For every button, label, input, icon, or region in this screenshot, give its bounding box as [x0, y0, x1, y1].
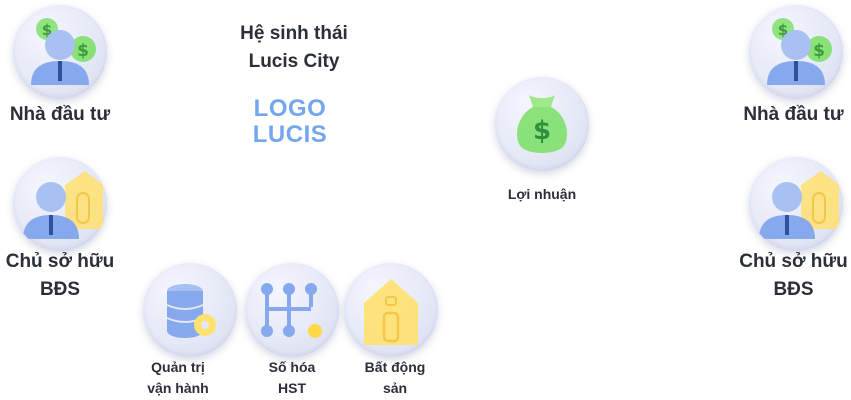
owner-node-right	[749, 157, 843, 251]
owner-label-right-line2: BĐS	[773, 279, 814, 300]
investor-icon: $ $	[31, 18, 96, 85]
logo-line1: LOGO	[253, 95, 327, 122]
investor-node-right: $ $	[749, 5, 843, 99]
ecosystem-title: Hệ sinh thái Lucis City	[204, 20, 384, 76]
logo: LOGO LUCIS	[215, 96, 365, 148]
property-owner-icon	[23, 171, 103, 239]
investor-label-right: Nhà đầu tư	[743, 104, 844, 125]
ecosystem-title-line1: Hệ sinh thái	[240, 23, 348, 44]
investor-node-left: $ $	[13, 5, 107, 99]
svg-text:$: $	[778, 21, 788, 39]
ecosystem-title-line2: Lucis City	[248, 51, 340, 72]
service-operations-node	[143, 263, 237, 357]
money-bag-icon: $	[517, 95, 567, 153]
service-operations-label: Quản trị vận hành	[128, 357, 228, 399]
profit-label: Lợi nhuận	[507, 186, 577, 202]
service-realestate-node	[344, 263, 438, 357]
svg-text:$: $	[77, 41, 89, 61]
profit-node: $	[495, 77, 589, 171]
svg-text:$: $	[533, 116, 551, 146]
logo-line2: LUCIS	[252, 121, 328, 148]
network-nodes-icon	[261, 283, 322, 338]
service-digital-node	[245, 263, 339, 357]
owner-label-left-line2: BĐS	[39, 279, 81, 300]
owner-label-left: Chủ sở hữu BĐS	[0, 248, 120, 304]
service-digital-line1: Số hóa	[268, 359, 316, 375]
service-digital-line2: HST	[278, 380, 306, 396]
investor-icon: $ $	[767, 18, 832, 85]
owner-label-right-line1: Chủ sở hữu	[739, 251, 848, 272]
service-realestate-line1: Bất động	[364, 359, 426, 375]
service-realestate-line2: sản	[382, 380, 408, 396]
owner-label-right: Chủ sở hữu BĐS	[736, 248, 851, 304]
house-icon	[364, 279, 418, 345]
service-operations-line1: Quản trị	[151, 359, 205, 375]
database-gear-icon	[166, 284, 216, 338]
service-digital-label: Số hóa HST	[242, 357, 342, 399]
service-realestate-label: Bất động sản	[345, 357, 445, 399]
svg-text:$: $	[42, 21, 52, 39]
property-owner-icon	[759, 171, 839, 239]
svg-text:$: $	[813, 41, 825, 61]
owner-label-left-line1: Chủ sở hữu	[5, 251, 115, 272]
investor-label-left: Nhà đầu tư	[9, 104, 111, 125]
service-operations-line2: vận hành	[147, 380, 209, 396]
owner-node-left	[13, 157, 107, 251]
